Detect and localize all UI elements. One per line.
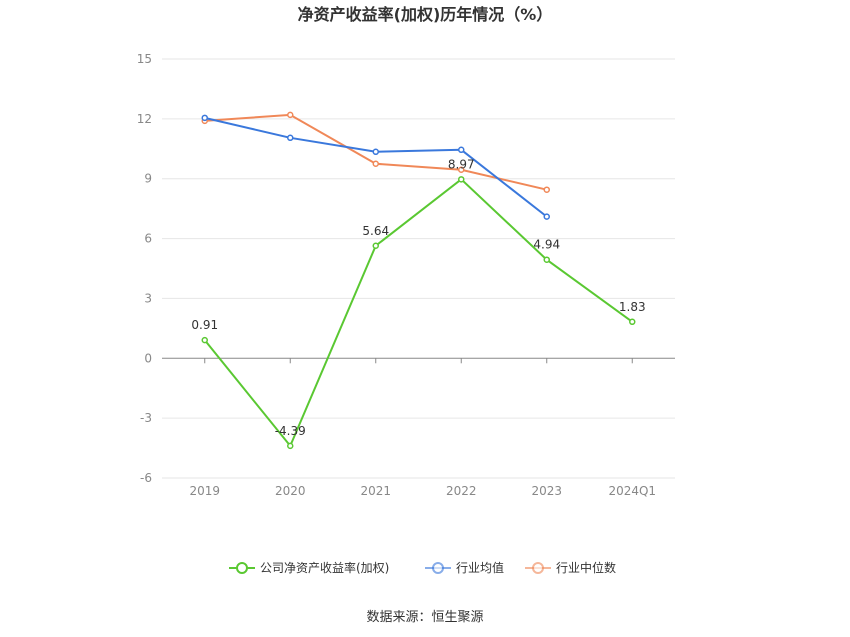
legend-item[interactable]: 公司净资产收益率(加权) xyxy=(229,560,389,575)
y-tick-label: 12 xyxy=(137,112,152,126)
source-text: 数据来源：恒生聚源 xyxy=(366,610,483,625)
data-point[interactable] xyxy=(543,213,550,220)
data-point[interactable] xyxy=(372,242,379,250)
data-point[interactable] xyxy=(458,176,465,183)
x-tick-label: 2023 xyxy=(531,484,562,498)
data-point[interactable] xyxy=(372,148,379,156)
legend-label: 行业均值 xyxy=(456,560,504,575)
legend-label: 公司净资产收益率(加权) xyxy=(260,560,389,575)
axes: -6 -3 0 3 6 9 12 15 2019 2020 2021 2022 2023 2024Q1 xyxy=(137,52,675,498)
series-layer xyxy=(201,111,636,450)
data-point[interactable] xyxy=(458,166,465,173)
data-point[interactable] xyxy=(201,336,208,344)
legend-marker xyxy=(432,562,444,574)
legend-label: 行业中位数 xyxy=(556,560,616,575)
y-tick-label: -6 xyxy=(140,471,152,485)
legend: 公司净资产收益率(加权) 行业均值 行业中位数 xyxy=(229,560,616,575)
data-point[interactable] xyxy=(287,134,294,142)
data-label: 1.83 xyxy=(619,300,646,314)
data-label: 8.97 xyxy=(448,157,475,171)
y-tick-label: -3 xyxy=(140,411,152,425)
data-point[interactable] xyxy=(287,111,294,119)
legend-marker xyxy=(236,562,248,574)
data-point[interactable] xyxy=(372,160,379,167)
data-point[interactable] xyxy=(458,146,465,154)
data-point[interactable] xyxy=(287,442,294,450)
x-tick-label: 2019 xyxy=(189,484,220,498)
y-tick-label: 9 xyxy=(144,172,152,186)
x-tick-label: 2024Q1 xyxy=(608,484,656,498)
grid xyxy=(162,58,675,479)
data-label: -4.39 xyxy=(275,424,306,438)
legend-marker xyxy=(532,562,544,574)
x-tick-label: 2020 xyxy=(275,484,306,498)
y-tick-label: 6 xyxy=(144,232,152,246)
legend-item[interactable]: 行业均值 xyxy=(425,560,504,575)
series-line xyxy=(204,116,548,218)
y-tick-label: 3 xyxy=(144,291,152,305)
data-label: 5.64 xyxy=(362,224,389,238)
data-point[interactable] xyxy=(629,318,636,326)
x-tick-label: 2021 xyxy=(360,484,391,498)
data-labels: 0.91 -4.39 5.64 8.97 4.94 1.83 xyxy=(191,157,645,438)
data-point[interactable] xyxy=(201,114,208,122)
series-line xyxy=(203,177,633,448)
legend-item[interactable]: 行业中位数 xyxy=(525,560,616,575)
y-tick-label: 15 xyxy=(137,52,152,66)
data-label: 4.94 xyxy=(533,238,560,252)
chart-title: 净资产收益率(加权)历年情况（%） xyxy=(298,5,553,24)
y-tick-label: 0 xyxy=(144,351,152,365)
data-label: 0.91 xyxy=(191,318,218,332)
data-point[interactable] xyxy=(543,256,550,263)
x-tick-label: 2022 xyxy=(446,484,477,498)
data-point[interactable] xyxy=(543,186,550,193)
